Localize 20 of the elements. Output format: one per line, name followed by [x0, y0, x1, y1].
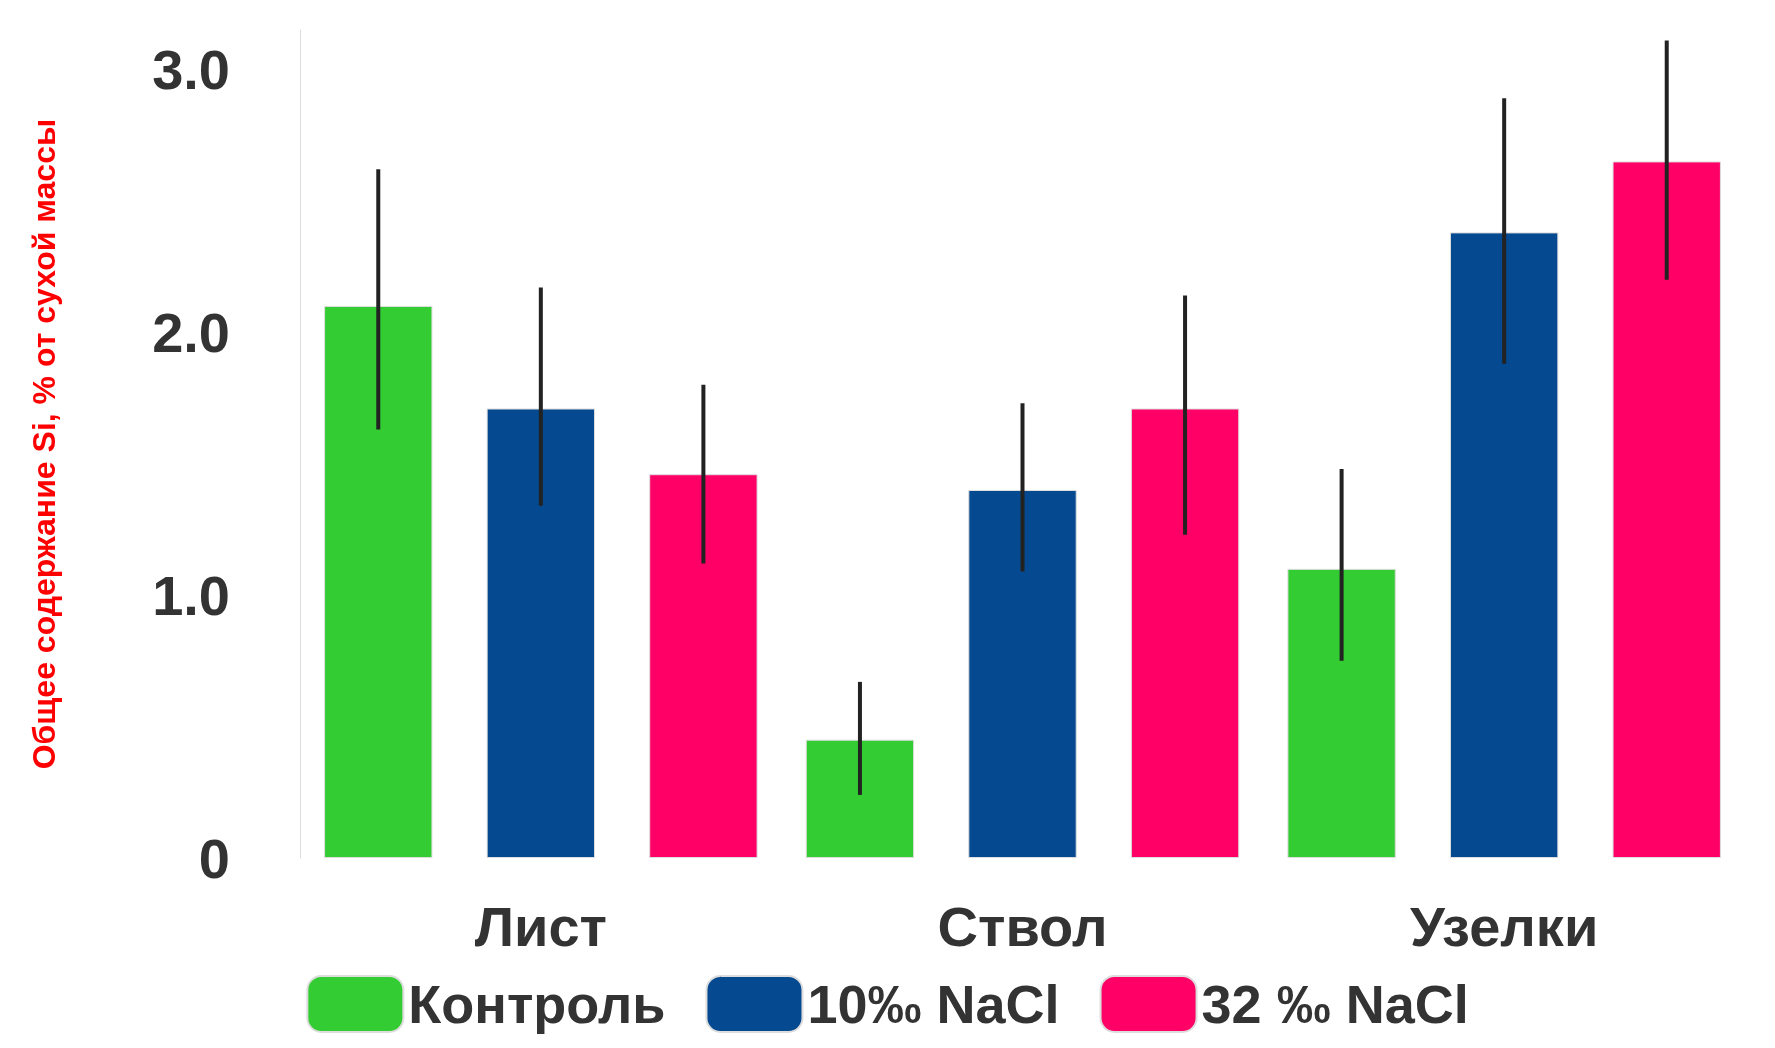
y-tick-label: 2.0 — [152, 300, 230, 364]
x-tick-label: Лист — [474, 894, 607, 958]
bar — [968, 490, 1077, 858]
bar — [649, 474, 758, 858]
bar — [1612, 161, 1721, 858]
y-axis-title: Общее содержание Si, % от сухой массы — [26, 118, 62, 770]
y-tick-label: 1.0 — [152, 563, 230, 627]
bar — [324, 306, 433, 858]
bar — [486, 408, 596, 858]
y-tick-label: 0 — [198, 826, 230, 890]
bar — [805, 739, 915, 858]
bar — [1130, 408, 1240, 858]
legend-label: 32 ‰ NaCl — [1201, 974, 1469, 1034]
legend-label: Контроль — [408, 974, 666, 1034]
bar — [1287, 568, 1396, 858]
y-tick-label: 3.0 — [152, 37, 230, 101]
x-tick-label: Узелки — [1410, 894, 1599, 958]
bar — [1449, 232, 1559, 858]
legend-label: 10‰ NaCl — [807, 974, 1060, 1034]
x-tick-label: Ствол — [937, 894, 1108, 958]
